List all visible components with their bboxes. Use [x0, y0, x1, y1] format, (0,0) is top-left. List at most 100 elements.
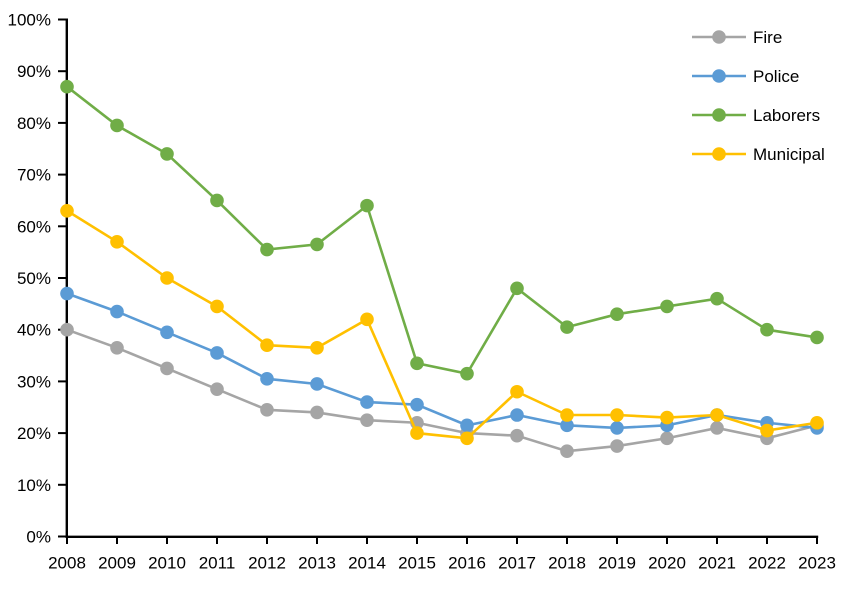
data-point-municipal-2023: [810, 415, 824, 430]
series-line-laborers: [66, 85, 818, 376]
data-point-fire-2019: [610, 439, 624, 453]
data-point-municipal-2013: [310, 340, 324, 355]
data-point-fire-2018: [560, 444, 574, 458]
data-point-fire-2021: [710, 421, 724, 435]
data-point-municipal-2019: [610, 408, 624, 422]
data-point-municipal-2009: [110, 235, 124, 249]
data-point-municipal-2016: [460, 431, 474, 446]
data-point-police-2009: [110, 304, 124, 319]
series-line-fire: [66, 328, 818, 453]
x-tick-label: 2009: [98, 554, 136, 573]
data-point-fire-2013: [310, 405, 324, 420]
data-point-laborers-2020: [660, 299, 674, 314]
data-point-police-2008: [60, 286, 74, 301]
data-point-fire-2012: [260, 403, 274, 417]
x-tick-label: 2019: [598, 554, 636, 573]
data-point-police-2015: [410, 397, 424, 412]
y-tick-label: 90%: [17, 62, 51, 81]
y-tick-label: 30%: [17, 372, 51, 391]
data-point-police-2012: [260, 372, 274, 386]
axes: 0% 10% 20% 30% 40% 50% 60% 70% 80% 90% 100% 2008 200…: [8, 11, 836, 573]
data-point-municipal-2011: [210, 299, 224, 314]
data-point-police-2010: [160, 325, 174, 340]
x-tick-label: 2012: [248, 554, 286, 573]
data-point-fire-2010: [160, 361, 174, 376]
x-tick-label: 2013: [298, 554, 336, 573]
x-tick-label: 2022: [748, 554, 786, 573]
x-tick-label: 2016: [448, 554, 486, 573]
data-point-municipal-2021: [710, 408, 724, 422]
data-point-municipal-2017: [510, 384, 524, 399]
y-tick-label: 0%: [26, 528, 51, 547]
legend-marker-police: [712, 69, 726, 83]
legend-marker-municipal: [712, 147, 726, 161]
legend-label-fire: Fire: [753, 28, 782, 47]
legend-item-laborers: Laborers: [692, 106, 820, 125]
data-point-municipal-2014: [360, 312, 374, 327]
data-point-fire-2017: [510, 428, 524, 443]
data-point-laborers-2022: [760, 322, 774, 337]
y-tick-label: 80%: [17, 114, 51, 133]
series-line-municipal: [66, 209, 818, 440]
legend-label-laborers: Laborers: [753, 106, 820, 125]
data-point-laborers-2018: [560, 320, 574, 334]
y-tick-label: 70%: [17, 166, 51, 185]
y-tick-label: 60%: [17, 217, 51, 236]
x-tick-label: 2018: [548, 554, 586, 573]
x-tick-label: 2015: [398, 554, 436, 573]
data-point-municipal-2020: [660, 410, 674, 425]
data-point-laborers-2012: [260, 242, 274, 257]
data-point-police-2018: [560, 418, 574, 433]
x-tick-label: 2021: [698, 554, 736, 573]
data-point-laborers-2021: [710, 291, 724, 306]
x-tick-label: 2020: [648, 554, 686, 573]
data-point-laborers-2009: [110, 118, 124, 133]
legend-label-police: Police: [753, 67, 799, 86]
y-tick-label: 20%: [17, 424, 51, 443]
y-tick-label: 50%: [17, 269, 51, 288]
x-tick-label: 2023: [798, 554, 836, 573]
x-tick-label: 2014: [348, 554, 386, 573]
data-point-police-2013: [310, 377, 324, 391]
x-tick-label: 2017: [498, 554, 536, 573]
data-point-municipal-2015: [410, 426, 424, 440]
data-point-fire-2014: [360, 413, 374, 427]
legend-item-municipal: Municipal: [692, 145, 825, 164]
data-point-fire-2011: [210, 382, 224, 396]
data-point-laborers-2014: [360, 198, 374, 213]
data-point-police-2016: [460, 418, 474, 433]
data-point-municipal-2012: [260, 338, 274, 353]
legend-item-police: Police: [692, 67, 799, 86]
data-point-police-2014: [360, 395, 374, 409]
data-point-municipal-2018: [560, 408, 574, 422]
data-point-police-2017: [510, 408, 524, 422]
y-tick-label: 100%: [8, 11, 51, 30]
data-point-police-2019: [610, 421, 624, 435]
data-point-laborers-2016: [460, 366, 474, 381]
data-point-laborers-2011: [210, 193, 224, 208]
data-point-laborers-2013: [310, 237, 324, 252]
data-point-laborers-2015: [410, 356, 424, 371]
data-point-laborers-2008: [60, 79, 74, 94]
data-point-laborers-2023: [810, 330, 824, 345]
y-tick-label: 10%: [17, 476, 51, 495]
x-tick-label: 2008: [48, 554, 86, 573]
data-point-municipal-2022: [760, 423, 774, 438]
data-point-laborers-2019: [610, 307, 624, 321]
y-tick-label: 40%: [17, 321, 51, 340]
data-point-laborers-2010: [160, 147, 174, 161]
x-tick-label: 2011: [199, 554, 236, 573]
legend: Fire Police Laborers Municipal: [692, 28, 825, 164]
data-point-fire-2020: [660, 431, 674, 446]
data-point-fire-2009: [110, 340, 124, 355]
legend-item-fire: Fire: [692, 28, 782, 47]
series-line-police: [66, 292, 818, 430]
x-tick-label: 2010: [148, 554, 186, 573]
legend-label-municipal: Municipal: [753, 145, 825, 164]
data-point-municipal-2010: [160, 271, 174, 285]
data-point-police-2011: [210, 346, 224, 360]
data-point-laborers-2017: [510, 281, 524, 296]
series-fire: [60, 322, 824, 458]
